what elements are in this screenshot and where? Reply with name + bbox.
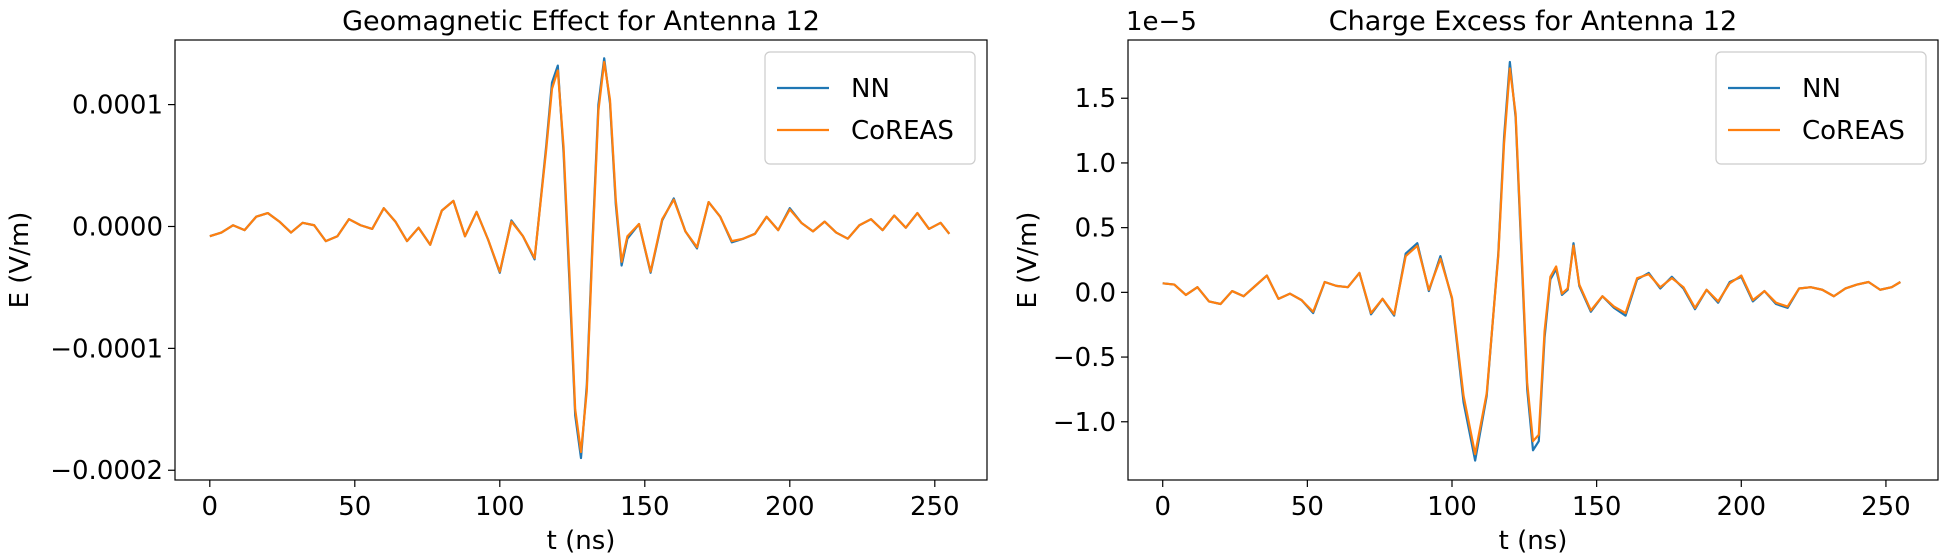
y-axis-label: E (V/m) (5, 212, 35, 309)
legend-box (764, 51, 976, 165)
x-tick-label: 0 (1154, 492, 1171, 522)
chart-panel-2: 0 50 100 150 200 250 −1.0 −0.5 0.0 0.5 1.0 1.5 t (ns… (1013, 6, 1939, 556)
legend-label-nn: NN (851, 74, 890, 104)
legend: NN CoREAS (1715, 51, 1927, 165)
x-axis-label: t (ns) (547, 526, 616, 556)
y-tick-label: 0.0000 (72, 212, 163, 242)
x-tick-label: 0 (202, 492, 219, 522)
chart-title: Charge Excess for Antenna 12 (1329, 6, 1737, 37)
series-group (209, 57, 951, 460)
x-axis-label: t (ns) (1499, 526, 1568, 556)
series-line-coreas (1162, 67, 1901, 456)
x-tick-label: 50 (1291, 492, 1324, 522)
y-tick-label: 0.5 (1075, 214, 1116, 244)
x-tick-label: 200 (1716, 492, 1766, 522)
legend: NN CoREAS (764, 51, 976, 165)
x-tick-label: 150 (620, 492, 670, 522)
x-tick-label: 200 (765, 492, 815, 522)
series-group (1162, 60, 1901, 462)
plot-frame (1127, 39, 1939, 481)
x-tick-label: 100 (1427, 492, 1477, 522)
legend-label-nn: NN (1802, 74, 1841, 104)
series-line-coreas (209, 60, 951, 454)
y-offset-text: 1e−5 (1126, 7, 1197, 37)
x-tick-label: 250 (1861, 492, 1911, 522)
legend-box (1715, 51, 1927, 165)
plot-frame (174, 39, 988, 481)
y-tick-label: −0.0002 (50, 456, 163, 486)
y-tick-label: 1.0 (1075, 149, 1116, 179)
y-tick-label: −1.0 (1053, 408, 1116, 438)
y-tick-label: 0.0001 (72, 91, 163, 121)
x-tick-label: 100 (475, 492, 525, 522)
legend-label-coreas: CoREAS (1802, 116, 1905, 146)
y-tick-label: 1.5 (1075, 84, 1116, 114)
y-axis-label: E (V/m) (1013, 212, 1043, 309)
x-tick-label: 50 (338, 492, 371, 522)
chart-panel-1: 0 50 100 150 200 250 −0.0002 −0.0001 0.0000 0.000… (5, 6, 988, 556)
y-tick-label: 0.0 (1075, 278, 1116, 308)
chart-title: Geomagnetic Effect for Antenna 12 (342, 6, 820, 37)
legend-label-coreas: CoREAS (851, 116, 954, 146)
y-tick-label: −0.5 (1053, 343, 1116, 373)
x-tick-label: 150 (1572, 492, 1622, 522)
x-tick-label: 250 (910, 492, 960, 522)
y-tick-label: −0.0001 (50, 334, 163, 364)
